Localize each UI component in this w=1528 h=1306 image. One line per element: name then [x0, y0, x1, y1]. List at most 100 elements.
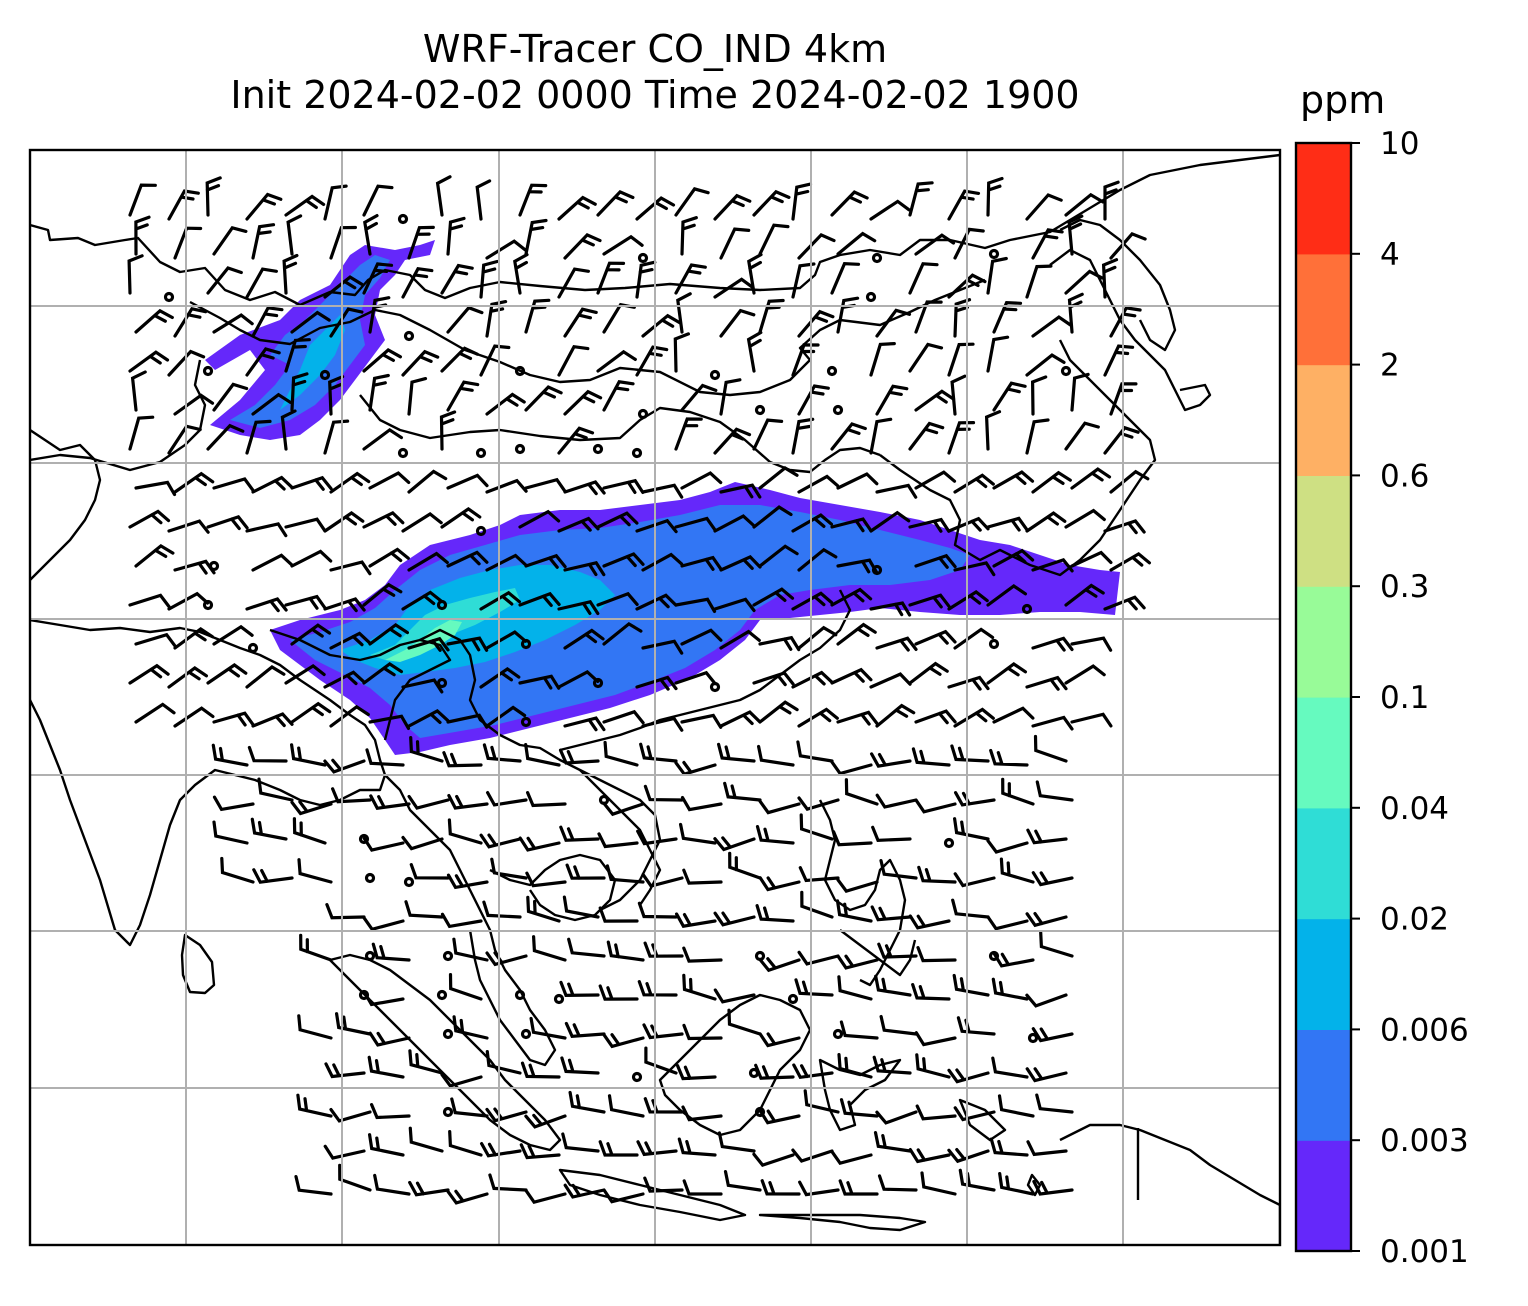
- wind-barb: [791, 1148, 834, 1163]
- wind-barb: [836, 472, 879, 490]
- wind-barb: [557, 670, 600, 689]
- wind-barb: [519, 1143, 561, 1160]
- wind-barb: [205, 176, 222, 217]
- wind-barb: [875, 636, 918, 652]
- wind-barb: [568, 1090, 606, 1114]
- wind-barb: [251, 306, 284, 338]
- wind-barb: [479, 833, 522, 849]
- wind-barb: [518, 591, 561, 607]
- wind-barb: [681, 1105, 723, 1122]
- wind-barb-calm: [514, 443, 526, 455]
- wind-barb: [557, 195, 597, 221]
- wind-barb: [128, 663, 170, 685]
- wind-barb: [518, 183, 548, 217]
- wind-barb: [446, 636, 489, 652]
- wind-barb: [596, 189, 635, 217]
- wind-barb: [869, 601, 912, 617]
- colorbar-ticks: 0.001 0.003 0.006 0.02 0.04 0.1 0.3 0.6 2 4 10: [1351, 126, 1469, 1270]
- wind-barb: [792, 1063, 834, 1080]
- wind-barb: [251, 553, 294, 572]
- wind-barb: [839, 1098, 879, 1118]
- wind-barb-calm: [832, 1028, 844, 1040]
- wind-barb: [830, 667, 873, 685]
- wind-barb: [290, 800, 333, 816]
- wind-barb: [752, 189, 791, 217]
- wind-barb: [134, 543, 175, 568]
- wind-barb: [713, 597, 756, 613]
- colorbar-tick-label: 0.04: [1380, 791, 1449, 827]
- wind-barb: [1026, 1140, 1068, 1157]
- wind-barb: [557, 344, 590, 377]
- colorbar-tick-label: 0.1: [1380, 680, 1429, 716]
- wind-barb: [875, 384, 909, 416]
- colorbar-segment: [1296, 807, 1351, 920]
- wind-barb: [791, 670, 834, 689]
- wind-barb: [953, 627, 995, 650]
- wind-barb: [1033, 734, 1068, 763]
- wind-barb: [791, 591, 834, 611]
- wind-barb: [637, 980, 678, 997]
- wind-barb: [206, 663, 248, 685]
- wind-barb: [245, 597, 288, 613]
- wind-barb: [908, 661, 949, 685]
- wind-barb: [758, 544, 799, 568]
- wind-barb: [717, 742, 756, 763]
- wind-barb: [872, 1055, 912, 1075]
- wind-barb: [836, 954, 879, 970]
- wind-barb-calm: [871, 252, 883, 264]
- wind-barb-calm: [202, 365, 214, 377]
- wind-barb: [713, 988, 756, 1004]
- wind-barb: [713, 193, 752, 221]
- wind-barb: [370, 1103, 411, 1120]
- wind-barb: [446, 713, 489, 729]
- wind-barb: [529, 1016, 567, 1040]
- wind-barb: [602, 709, 645, 725]
- wind-barb: [452, 1015, 489, 1040]
- wind-barb: [401, 678, 444, 694]
- wind-barb: [641, 552, 684, 572]
- wind-barb: [830, 517, 873, 533]
- wind-barb: [485, 630, 528, 650]
- wind-barb: [1026, 828, 1068, 845]
- wind-barb: [877, 942, 918, 959]
- wind-barb: [1001, 777, 1035, 806]
- wind-barb: [917, 865, 957, 884]
- wind-barb: [986, 516, 1029, 532]
- wind-barb: [869, 342, 896, 377]
- coastline-east-china: [879, 339, 1157, 577]
- wind-barb: [367, 1055, 405, 1079]
- wind-barb: [641, 716, 684, 732]
- wind-barb: [877, 1174, 918, 1192]
- wind-barb: [636, 1140, 678, 1157]
- wind-barb: [986, 335, 1010, 373]
- wind-barb: [1031, 871, 1074, 887]
- wind-barb: [212, 624, 254, 646]
- wind-barb: [728, 851, 762, 880]
- wind-barb: [797, 232, 836, 260]
- wind-barb: [641, 639, 684, 655]
- wind-barb-calm: [163, 291, 175, 303]
- wind-barb: [992, 952, 1035, 968]
- wind-barb-calm: [787, 993, 799, 1005]
- wind-barb: [323, 511, 365, 533]
- wind-barb: [986, 662, 1027, 685]
- wind-barb: [524, 1113, 567, 1129]
- wind-barb: [368, 622, 409, 646]
- wind-barb: [245, 347, 281, 377]
- wind-barb: [329, 631, 372, 650]
- wind-barb: [407, 794, 450, 810]
- wind-barb: [257, 777, 294, 802]
- wind-barb: [563, 389, 603, 416]
- chart-title-block: WRF-Tracer CO_IND 4km Init 2024-02-02 00…: [30, 26, 1280, 118]
- wind-barb: [1109, 382, 1138, 416]
- wind-barb: [329, 1108, 372, 1123]
- wind-barb: [798, 866, 840, 883]
- wind-barb: [837, 975, 873, 1001]
- wind-barb: [674, 263, 707, 295]
- wind-barb-calm: [988, 248, 1000, 260]
- wind-barb: [870, 905, 912, 922]
- wind-barb: [999, 857, 1035, 884]
- wind-barb: [368, 373, 390, 412]
- wind-barb: [713, 427, 752, 455]
